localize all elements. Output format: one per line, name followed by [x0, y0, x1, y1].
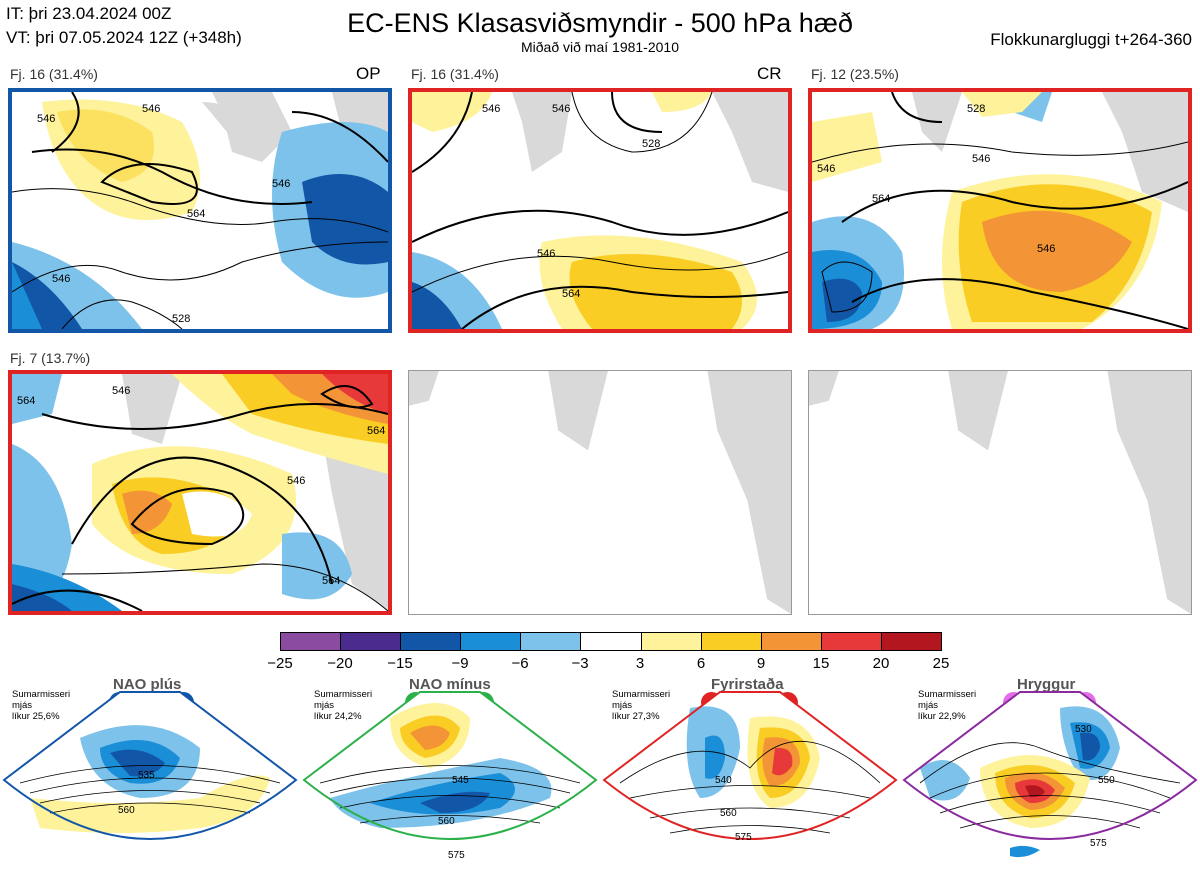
contour-label: 575	[1090, 838, 1107, 849]
regime-probability: Sumarmisseri mjás líkur 24,2%	[314, 689, 373, 722]
regime-title-ridge: Hryggur	[1017, 676, 1076, 693]
cluster-map-1: 546 546 564 546 528 546	[8, 88, 392, 333]
valid-time: VT: þri 07.05.2024 12Z (+348h)	[6, 28, 242, 47]
colorbar-swatch	[701, 633, 762, 650]
contour-label: 546	[272, 178, 290, 190]
regime-frame	[902, 691, 1198, 840]
colorbar-tick: −25	[267, 655, 293, 672]
contour-label: 575	[448, 850, 465, 861]
regime-frame	[602, 691, 898, 840]
contour-label: 575	[735, 832, 752, 843]
classification-window: Flokkunargluggi t+264-360	[990, 30, 1192, 49]
contour-label: 540	[715, 775, 732, 786]
panel-2-tag: CR	[757, 64, 782, 83]
regime-map-blocking: 540 560 575	[600, 688, 900, 870]
contour-label: 564	[367, 425, 385, 437]
contour-label: 530	[1075, 724, 1092, 735]
colorbar-tick: −3	[571, 655, 589, 672]
regime-map-ridge: 530 550 575	[900, 688, 1200, 870]
panel-1-label: Fj. 16 (31.4%)	[10, 66, 98, 82]
colorbar-swatch	[581, 633, 642, 650]
colorbar-tick: −9	[451, 655, 469, 672]
colorbar-tick: 20	[872, 655, 890, 672]
anomaly-colorbar	[280, 632, 942, 651]
panel-3-label: Fj. 12 (23.5%)	[811, 66, 899, 82]
contour-label: 564	[562, 288, 580, 300]
empty-map-1	[408, 370, 792, 615]
contour-label: 528	[172, 313, 190, 325]
regime-probability: Sumarmisseri mjás líkur 25,6%	[12, 689, 71, 722]
contour-label: 564	[17, 395, 35, 407]
panel-1-tag: OP	[356, 64, 381, 83]
contour-label: 560	[720, 808, 737, 819]
colorbar-swatch	[281, 633, 342, 650]
page-subtitle: Miðað við maí 1981-2010	[521, 39, 679, 55]
contour-label: 546	[972, 153, 990, 165]
colorbar-tick: 25	[932, 655, 950, 672]
colorbar-tick: 9	[756, 655, 766, 672]
colorbar-swatch	[881, 633, 942, 650]
contour-label: 546	[552, 103, 570, 115]
colorbar-swatch	[521, 633, 582, 650]
contour-label: 546	[52, 273, 70, 285]
contour-label: 546	[817, 163, 835, 175]
contour-label: 550	[1098, 775, 1115, 786]
contour-label: 560	[118, 805, 135, 816]
regime-title-blocking: Fyrirstaða	[711, 676, 784, 693]
cluster-map-2: 546 546 564 546 528	[408, 88, 792, 333]
contour-label: 545	[452, 775, 469, 786]
empty-map-2	[808, 370, 1192, 615]
regime-title-nao-minus: NAO mínus	[409, 676, 491, 693]
colorbar-swatch	[461, 633, 522, 650]
regime-map-nao-minus: 545 560 575	[300, 688, 600, 870]
contour-label: 535	[138, 770, 155, 781]
colorbar-tick: −15	[387, 655, 413, 672]
regime-probability: Sumarmisseri mjás líkur 27,3%	[612, 689, 671, 722]
panel-4-label: Fj. 7 (13.7%)	[10, 350, 91, 366]
contour-label: 564	[187, 208, 205, 220]
colorbar-tick: 6	[696, 655, 706, 672]
contour-label: 564	[872, 193, 890, 205]
panel-2-label: Fj. 16 (31.4%)	[411, 66, 499, 82]
contour-label: 546	[482, 103, 500, 115]
contour-label: 546	[112, 385, 130, 397]
contour-label: 546	[287, 475, 305, 487]
cluster-map-3: 528 546 546 564 546	[808, 88, 1192, 333]
colorbar-swatch	[761, 633, 822, 650]
colorbar-swatch	[401, 633, 462, 650]
contour-label: 546	[537, 248, 555, 260]
regime-map-nao-plus: 535 560	[0, 688, 300, 870]
colorbar-tick: 3	[635, 655, 645, 672]
contour-label: 546	[1037, 243, 1055, 255]
regime-title-nao-plus: NAO plús	[113, 676, 182, 693]
page-title: EC-ENS Klasasviðsmyndir - 500 hPa hæð	[347, 8, 853, 38]
contour-label: 546	[37, 113, 55, 125]
contour-label: 564	[322, 575, 340, 587]
initial-time: IT: þri 23.04.2024 00Z	[6, 4, 172, 23]
contour-label: 546	[142, 103, 160, 115]
colorbar-tick: −20	[327, 655, 353, 672]
colorbar-tick: −6	[511, 655, 529, 672]
contour-label: 560	[438, 816, 455, 827]
regime-frame	[302, 691, 598, 840]
regime-probability: Sumarmisseri mjás líkur 22,9%	[918, 689, 977, 722]
colorbar-tick: 15	[812, 655, 830, 672]
colorbar-swatch	[821, 633, 882, 650]
cluster-map-4: 564 546 564 564 546	[8, 370, 392, 615]
contour-label: 528	[642, 138, 660, 150]
regime-frame	[2, 691, 298, 840]
colorbar-swatch	[641, 633, 702, 650]
contour-label: 528	[967, 103, 985, 115]
colorbar-swatch	[341, 633, 402, 650]
